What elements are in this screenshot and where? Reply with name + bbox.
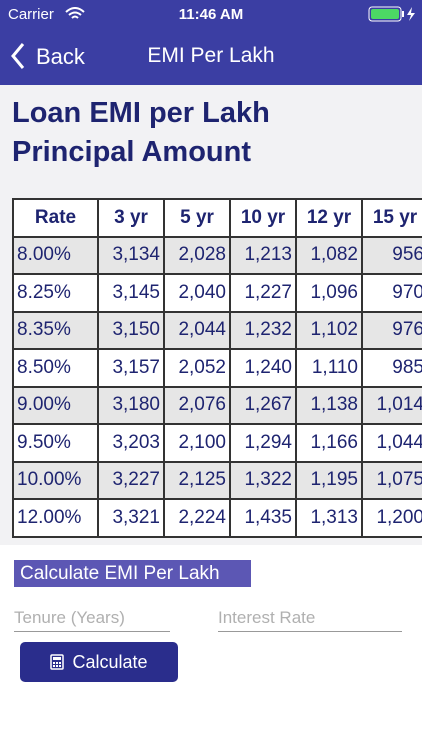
emi-cell: 3,203: [97, 423, 165, 463]
emi-cell: 970: [361, 273, 422, 313]
emi-cell: 3,180: [97, 385, 165, 425]
time: 11:46 AM: [178, 6, 244, 23]
emi-cell: 2,125: [163, 460, 231, 500]
back-chevron[interactable]: [10, 42, 26, 70]
table-row: 8.25% 3,145 2,040 1,227 1,096 970: [12, 273, 422, 313]
table-container: Rate 3 yr 5 yr 10 yr 12 yr 15 yr 8.00% 3,134 2,0…: [12, 198, 422, 545]
emi-cell: 3,134: [97, 235, 165, 275]
tenure-input[interactable]: Tenure (Years): [14, 608, 170, 632]
rate-cell: 8.50%: [12, 348, 99, 388]
emi-cell: 2,076: [163, 385, 231, 425]
emi-cell: 985: [361, 348, 422, 388]
rate-cell: 9.50%: [12, 423, 99, 463]
emi-cell: 3,321: [97, 498, 165, 538]
emi-cell: 1,294: [229, 423, 297, 463]
column-header: 5 yr: [163, 198, 231, 238]
emi-cell: 1,075: [361, 460, 422, 500]
rate-input[interactable]: Interest Rate: [218, 608, 402, 632]
emi-cell: 1,227: [229, 273, 297, 313]
emi-cell: 1,102: [295, 310, 363, 350]
battery-icon: [368, 6, 415, 22]
nav-title: EMI Per Lakh: [147, 44, 275, 67]
emi-cell: 1,232: [229, 310, 297, 350]
emi-cell: 1,313: [295, 498, 363, 538]
column-header: 10 yr: [229, 198, 297, 238]
table-row: 8.50% 3,157 2,052 1,240 1,110 985: [12, 348, 422, 388]
emi-cell: 2,040: [163, 273, 231, 313]
emi-cell: 1,110: [295, 348, 363, 388]
emi-cell: 2,224: [163, 498, 231, 538]
back-button[interactable]: Back: [36, 44, 85, 69]
emi-cell: 1,082: [295, 235, 363, 275]
emi-cell: 1,322: [229, 460, 297, 500]
wifi-icon: [65, 7, 85, 19]
emi-cell: 1,213: [229, 235, 297, 275]
carrier: Carrier: [8, 6, 54, 23]
table-row: 12.00% 3,321 2,224 1,435 1,313 1,200: [12, 498, 422, 538]
table-row: 8.35% 3,150 2,044 1,232 1,102 976: [12, 310, 422, 350]
emi-cell: 3,227: [97, 460, 165, 500]
emi-cell: 1,200: [361, 498, 422, 538]
header-row: Rate 3 yr 5 yr 10 yr 12 yr 15 yr: [12, 198, 422, 238]
section-label: Calculate EMI Per Lakh: [14, 560, 251, 587]
emi-cell: 2,028: [163, 235, 231, 275]
emi-cell: 1,138: [295, 385, 363, 425]
rate-cell: 8.00%: [12, 235, 99, 275]
column-header: 15 yr: [361, 198, 422, 238]
column-header: 12 yr: [295, 198, 363, 238]
emi-table: Rate 3 yr 5 yr 10 yr 12 yr 15 yr 8.00% 3,134 2,0…: [12, 198, 422, 538]
rate-cell: 8.35%: [12, 310, 99, 350]
emi-cell: 3,157: [97, 348, 165, 388]
nav-bar: Carrier 11:46 AM Back EMI Per Lakh: [0, 0, 422, 85]
heading-line: Principal Amount: [12, 136, 251, 168]
rate-cell: 8.25%: [12, 273, 99, 313]
emi-cell: 1,014: [361, 385, 422, 425]
emi-cell: 1,195: [295, 460, 363, 500]
button-label: Calculate: [72, 652, 148, 672]
rate-cell: 12.00%: [12, 498, 99, 538]
emi-cell: 1,435: [229, 498, 297, 538]
emi-cell: 1,044: [361, 423, 422, 463]
emi-cell: 2,044: [163, 310, 231, 350]
emi-cell: 976: [361, 310, 422, 350]
heading-line: Loan EMI per Lakh: [12, 97, 270, 129]
emi-cell: 2,100: [163, 423, 231, 463]
calculate-button[interactable]: Calculate: [20, 642, 178, 682]
table-row: 9.50% 3,203 2,100 1,294 1,166 1,044: [12, 423, 422, 463]
table-row: 8.00% 3,134 2,028 1,213 1,082 956: [12, 235, 422, 275]
emi-cell: 1,267: [229, 385, 297, 425]
table-row: 10.00% 3,227 2,125 1,322 1,195 1,075: [12, 460, 422, 500]
emi-cell: 1,166: [295, 423, 363, 463]
emi-cell: 3,145: [97, 273, 165, 313]
column-header: 3 yr: [97, 198, 165, 238]
rate-cell: 10.00%: [12, 460, 99, 500]
emi-cell: 2,052: [163, 348, 231, 388]
column-header: Rate: [12, 198, 99, 238]
rate-cell: 9.00%: [12, 385, 99, 425]
emi-cell: 1,240: [229, 348, 297, 388]
emi-cell: 956: [361, 235, 422, 275]
calculator-icon: [50, 654, 65, 670]
table-row: 9.00% 3,180 2,076 1,267 1,138 1,014: [12, 385, 422, 425]
emi-cell: 1,096: [295, 273, 363, 313]
emi-cell: 3,150: [97, 310, 165, 350]
